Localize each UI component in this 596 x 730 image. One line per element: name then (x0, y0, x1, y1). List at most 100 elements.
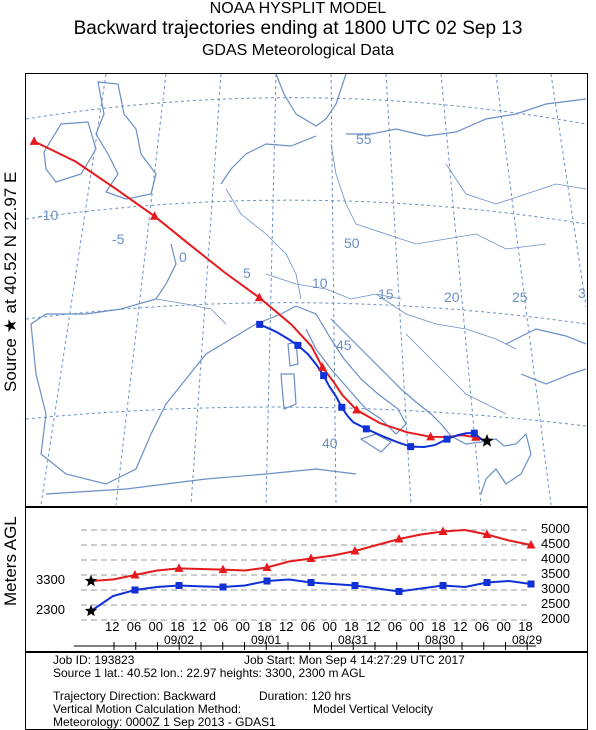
time-tick-label: 00 (322, 619, 337, 634)
altitude-point-2300 (307, 579, 315, 586)
map-point-3300 (352, 405, 362, 414)
altitude-tick-label: 4000 (541, 551, 570, 566)
altitude-point-2300 (263, 577, 271, 585)
map-point-3300 (317, 362, 327, 371)
map-point-3300 (254, 292, 264, 302)
altitude-point-3300 (130, 570, 140, 579)
map-point-2300 (407, 443, 415, 451)
altitude-point-2300 (527, 580, 535, 588)
altitude-point-2300 (351, 582, 359, 589)
time-tick-label: 18 (257, 619, 272, 634)
source-location-label: Source ★ at 40.52 N 22.97 E (1, 171, 20, 392)
altitude-axis-label: Meters AGL (1, 516, 20, 606)
altitude-tick-label: 3000 (541, 581, 570, 596)
border-balkans (405, 333, 507, 415)
altitude-tick-label: 3500 (541, 566, 570, 581)
altitude-point-3300 (394, 534, 404, 543)
job-id: Job ID: 193823 (53, 653, 135, 667)
sardinia-coast (280, 373, 297, 410)
altitude-point-3300 (262, 562, 272, 571)
lat-label: 50 (344, 235, 360, 251)
altitude-point-2300 (131, 586, 139, 594)
altitude-point-2300 (219, 583, 227, 591)
lon-label: 10 (312, 275, 328, 291)
border-spain-france (155, 298, 227, 325)
altitude-point-3300 (350, 546, 360, 555)
map-point-2300 (294, 341, 302, 349)
altitude-panel (25, 507, 588, 652)
time-tick-label: 06 (300, 619, 316, 634)
iberia-coast (30, 323, 237, 485)
time-tick-label: 12 (192, 619, 207, 634)
start-star-icon (84, 574, 98, 587)
time-tick-label: 12 (453, 619, 468, 634)
map-point-2300 (443, 435, 451, 443)
time-tick-label: 06 (387, 619, 403, 634)
lat-label: 55 (356, 131, 372, 147)
north-africa-coast (45, 468, 357, 495)
job-info-panel: Job ID: 193823 Job Start: Mon Sep 4 14:2… (25, 652, 588, 730)
chart-title: Backward trajectories ending at 1800 UTC… (73, 18, 523, 39)
time-tick-label: 12 (366, 619, 381, 634)
altitude-tick-label: 5000 (541, 521, 570, 536)
altitude-point-2300 (483, 579, 491, 586)
lon-label: -10 (38, 207, 58, 223)
time-tick-label: 00 (409, 619, 424, 634)
source-details: Source 1 lat.: 40.52 lon.: 22.97 heights… (53, 666, 366, 680)
vertical-method-label: Vertical Motion Calculation Method: (53, 702, 242, 716)
time-tick-label: 18 (170, 619, 185, 634)
lon-line-5 (265, 74, 277, 506)
italy-coast (295, 305, 407, 435)
altitude-point-3300 (482, 529, 492, 538)
altitude-chart (74, 526, 536, 650)
britain-coast (95, 81, 157, 200)
sicily-coast (359, 433, 392, 453)
biscay-coast (30, 243, 177, 325)
map-point-2300 (320, 372, 328, 380)
date-label: 09/01 (251, 633, 282, 647)
border-danube (375, 293, 517, 350)
border-france-germany (225, 188, 302, 300)
lon-label: -5 (112, 231, 125, 247)
lat-line-40 (26, 406, 587, 427)
date-label: 08/31 (338, 633, 369, 647)
time-tick-label: 12 (279, 619, 294, 634)
adriatic-coast (330, 318, 442, 425)
border-central (355, 223, 547, 250)
balkan-coast (440, 423, 527, 447)
map-point-2300 (256, 320, 264, 328)
map-point-3300 (426, 431, 436, 441)
time-tick-label: 00 (235, 619, 250, 634)
map-track-3300 (33, 140, 488, 442)
map-point-3300 (150, 211, 160, 220)
aegean-coast (480, 433, 532, 495)
altitude-tick-label: 4500 (541, 536, 570, 551)
vertical-method-value: Model Vertical Velocity (313, 702, 434, 716)
start-height-label: 2300 (36, 602, 65, 617)
lat-label: 40 (322, 435, 338, 451)
time-tick-label: 06 (126, 619, 142, 634)
model-name: NOAA HYSPLIT MODEL (209, 0, 387, 17)
trajectory-direction: Trajectory Direction: Backward (53, 689, 216, 703)
lon-line-25 (495, 74, 552, 506)
time-tick-label: 00 (148, 619, 163, 634)
lon-line-30 (550, 74, 587, 317)
lon-line-m5 (115, 74, 167, 506)
lon-label: 30 (578, 285, 586, 301)
source-star-icon (480, 434, 494, 447)
date-label: 09/02 (164, 633, 195, 647)
data-source-label: GDAS Meteorological Data (201, 42, 395, 59)
job-start: Job Start: Mon Sep 4 14:27:29 UTC 2017 (244, 653, 465, 667)
border-germany-poland (330, 143, 357, 225)
start-height-label: 3300 (36, 572, 65, 587)
map-point-3300 (29, 136, 39, 145)
time-tick-label: 00 (496, 619, 511, 634)
time-tick-label: 18 (431, 619, 446, 634)
lon-label: 25 (512, 289, 528, 305)
map-point-2300 (362, 425, 370, 433)
altitude-point-3300 (438, 526, 448, 535)
time-tick-label: 12 (105, 619, 120, 634)
france-med-coast (235, 305, 297, 337)
time-tick-label: 18 (344, 619, 359, 634)
altitude-point-2300 (395, 588, 403, 595)
